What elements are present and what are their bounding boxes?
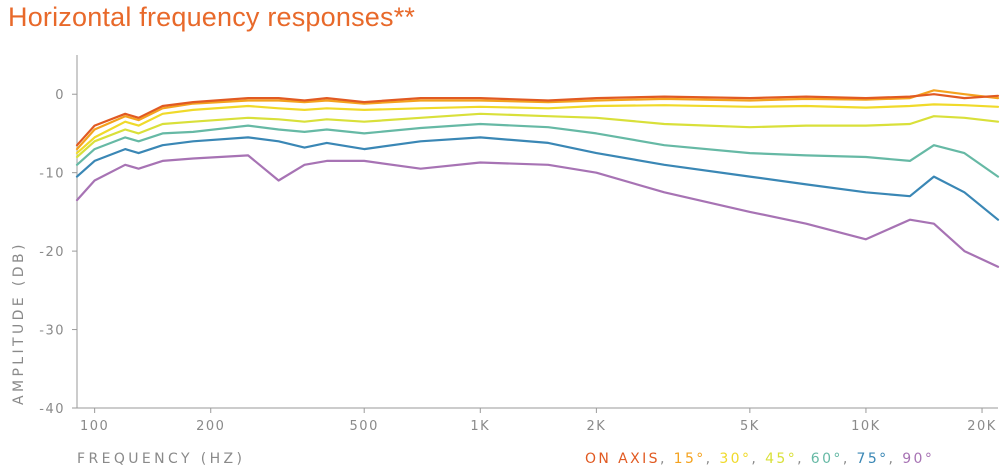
legend-separator: , — [659, 451, 674, 467]
legend-entry-2: 30° — [719, 451, 752, 467]
ticks: 0 -10 -20 -30 -40 100 200 500 1K 2K 5K 10K 20K — [39, 88, 997, 434]
legend-separator: , — [797, 451, 811, 467]
series-line-3 — [75, 112, 1000, 159]
legend-separator: , — [751, 451, 766, 467]
legend-entry-0: ON AXIS — [585, 451, 660, 467]
legend: ON AXIS, 15°, 30°, 45°, 60°, 75°, 90° — [585, 451, 934, 467]
legend-entry-6: 90° — [902, 451, 935, 467]
series-line-5 — [75, 136, 1000, 221]
x-tick-label: 100 — [80, 419, 109, 434]
legend-separator: , — [888, 451, 903, 467]
x-tick-label: 500 — [350, 419, 379, 434]
y-axis-label: AMPLITUDE (DB) — [11, 241, 27, 405]
series-line-4 — [75, 122, 1000, 178]
series-line-1 — [75, 89, 1000, 151]
series-layer — [75, 89, 1000, 268]
x-axis-label: FREQUENCY (HZ) — [77, 451, 246, 467]
series-line-2 — [75, 103, 1000, 155]
x-tick-label: 2K — [586, 419, 606, 434]
y-tick-label: -10 — [39, 167, 65, 182]
axes — [76, 55, 998, 409]
chart-title: Horizontal frequency responses** — [8, 2, 416, 32]
legend-separator: , — [842, 451, 857, 467]
legend-entry-1: 15° — [673, 451, 706, 467]
x-tick-label: 10K — [851, 419, 881, 434]
x-tick-label: 5K — [740, 419, 760, 434]
legend-entry-5: 75° — [856, 451, 889, 467]
y-tick-label: -20 — [39, 245, 65, 260]
series-line-0 — [75, 93, 1000, 147]
legend-entry-4: 60° — [810, 451, 843, 467]
legend-separator: , — [705, 451, 720, 467]
y-tick-label: -30 — [39, 324, 65, 339]
x-tick-label: 200 — [196, 419, 225, 434]
x-tick-label: 1K — [470, 419, 490, 434]
x-tick-label: 20K — [967, 419, 997, 434]
y-tick-label: -40 — [39, 402, 65, 417]
series-line-6 — [75, 154, 1000, 268]
legend-entry-3: 45° — [765, 451, 798, 467]
y-tick-label: 0 — [55, 88, 65, 103]
